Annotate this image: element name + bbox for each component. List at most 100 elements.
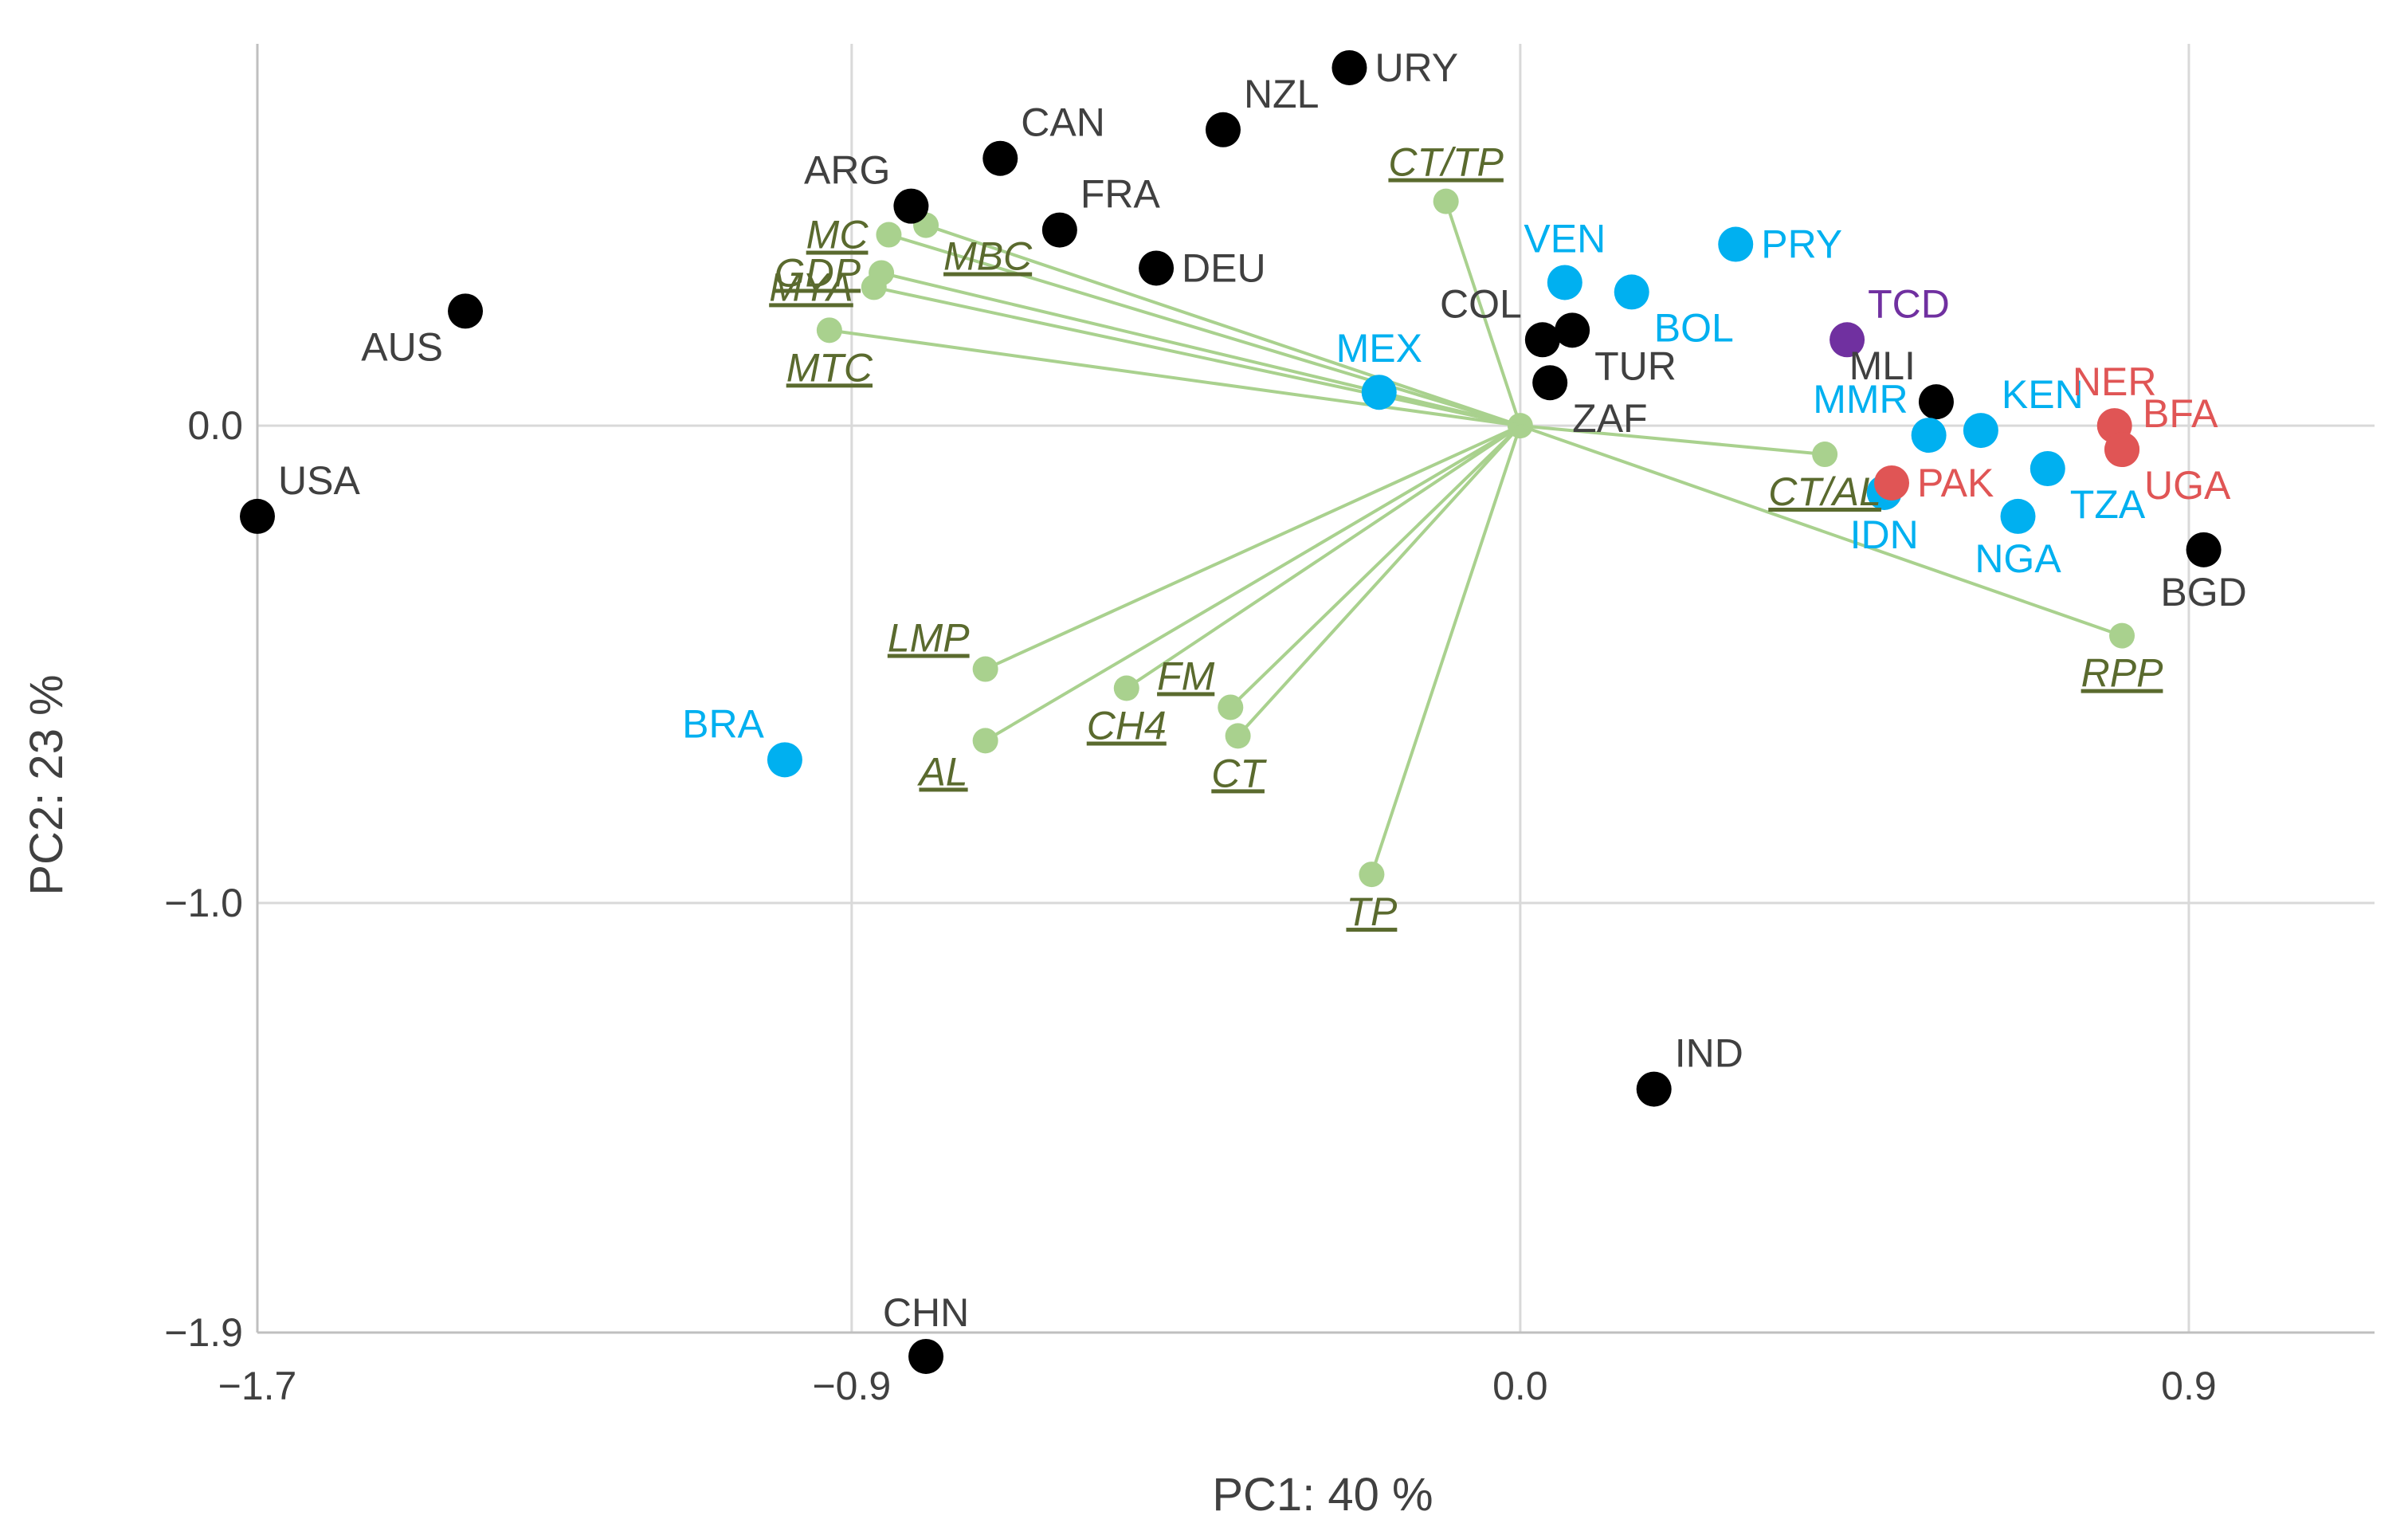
point-col <box>1524 322 1560 358</box>
point-pry <box>1718 226 1754 262</box>
point-uga <box>2104 432 2140 468</box>
point-nga <box>2000 498 2036 534</box>
vector-label: CT/AL <box>1768 469 1881 514</box>
point-label: TUR <box>1594 343 1677 388</box>
point-mmr <box>1911 418 1947 453</box>
point-label: CHN <box>883 1290 969 1335</box>
point-bra <box>767 742 802 778</box>
point-mex <box>1361 375 1397 410</box>
point-ken <box>1963 413 1998 449</box>
y-tick-label: −1.0 <box>164 881 243 925</box>
point-label: FRA <box>1080 172 1161 217</box>
point-pak <box>1874 465 1910 501</box>
vector-ct-tp <box>1444 201 1522 426</box>
vector-tip-tp <box>1359 862 1385 888</box>
vector-mya <box>873 285 1521 428</box>
point-fra <box>1041 212 1077 248</box>
vector-label: CT <box>1211 751 1267 795</box>
vector-label: LMP <box>888 616 970 661</box>
vector-label: MYA <box>769 265 853 309</box>
point-label: NGA <box>1975 536 2061 581</box>
point-nzl <box>1205 112 1241 147</box>
x-tick-label: 0.9 <box>2161 1364 2217 1408</box>
vector-ct-al <box>1520 424 1826 457</box>
vector-label: CH4 <box>1087 704 1167 748</box>
point-arg <box>893 188 929 224</box>
point-aus <box>448 293 484 329</box>
point-bgd <box>2186 532 2222 567</box>
point-label: NZL <box>1244 72 1319 116</box>
vector-mtc <box>829 328 1521 428</box>
vector-rpp <box>1520 424 2123 638</box>
point-label: TCD <box>1868 281 1950 326</box>
point-deu <box>1139 250 1175 286</box>
point-label: KEN <box>2002 372 2084 417</box>
vector-tip-mtc <box>816 317 842 343</box>
vector-mbc <box>925 223 1521 428</box>
x-tick-label: −1.7 <box>218 1364 297 1408</box>
vector-label: GDP <box>775 250 861 295</box>
point-label: TZA <box>2070 482 2146 527</box>
tick-labels: −1.7 −0.9 0.0 0.9 0.0 −1.0 −1.9 <box>164 403 2216 1408</box>
vector-label: FM <box>1157 654 1215 698</box>
point-label: PAK <box>1917 461 1994 505</box>
point-label: BRA <box>682 701 764 746</box>
point-label: ZAF <box>1572 396 1647 441</box>
point-label: BOL <box>1654 305 1734 350</box>
point-label: VEN <box>1524 216 1606 261</box>
vector-tip-fm <box>1218 694 1244 720</box>
point-chn <box>908 1338 944 1374</box>
point-label: URY <box>1375 45 1458 90</box>
y-tick-label: −1.9 <box>164 1310 243 1355</box>
gridlines <box>256 44 2375 1334</box>
point-label: PRY <box>1761 222 1842 267</box>
point-label: BFA <box>2143 391 2218 436</box>
point-zaf <box>1532 365 1568 401</box>
point-bol <box>1614 274 1649 310</box>
vector-tip-al <box>972 728 998 754</box>
vector-tip-ct <box>1225 723 1251 749</box>
x-axis-title: PC1: 40 % <box>1212 1469 1433 1521</box>
vector-lmp <box>984 424 1521 671</box>
point-label: BGD <box>2160 570 2246 614</box>
vector-label: MBC <box>943 234 1033 279</box>
x-tick-label: −0.9 <box>812 1364 891 1408</box>
point-label: DEU <box>1182 245 1266 290</box>
country-points <box>240 49 2222 1374</box>
vector-tp <box>1370 425 1522 875</box>
point-label: MMR <box>1813 377 1908 422</box>
point-label: NER <box>2073 359 2157 404</box>
vector-fm <box>1229 424 1522 709</box>
vector-tip-rpp <box>2109 622 2135 649</box>
point-label: UGA <box>2144 463 2231 508</box>
point-usa <box>240 498 275 534</box>
point-label: IND <box>1675 1031 1743 1076</box>
vector-tip-mc <box>876 222 902 248</box>
vector-al <box>984 424 1521 743</box>
point-tur <box>1555 312 1590 348</box>
vector-label: AL <box>916 749 967 794</box>
point-tza <box>2030 451 2065 487</box>
vector-label: MTC <box>786 345 873 390</box>
vector-tip-mya <box>861 274 887 300</box>
vector-label: RPP <box>2081 651 2163 696</box>
point-ven <box>1547 265 1582 300</box>
point-label: MEX <box>1336 326 1422 371</box>
vector-label: TP <box>1346 889 1398 934</box>
point-label: COL <box>1440 281 1522 326</box>
vector-mc <box>888 233 1521 428</box>
point-mli <box>1918 384 1954 420</box>
point-tcd <box>1830 322 1865 358</box>
point-label: MLI <box>1849 343 1916 388</box>
vector-tip-ct-al <box>1812 442 1838 468</box>
vector-ct <box>1237 424 1522 737</box>
vector-label: MC <box>806 213 869 257</box>
point-ind <box>1636 1071 1672 1107</box>
vector-tip-ct-tp <box>1433 188 1459 214</box>
vector-ch4 <box>1125 424 1521 690</box>
point-ury <box>1331 49 1367 85</box>
vector-label: CT/TP <box>1388 140 1504 185</box>
variable-vectors <box>816 188 2135 888</box>
